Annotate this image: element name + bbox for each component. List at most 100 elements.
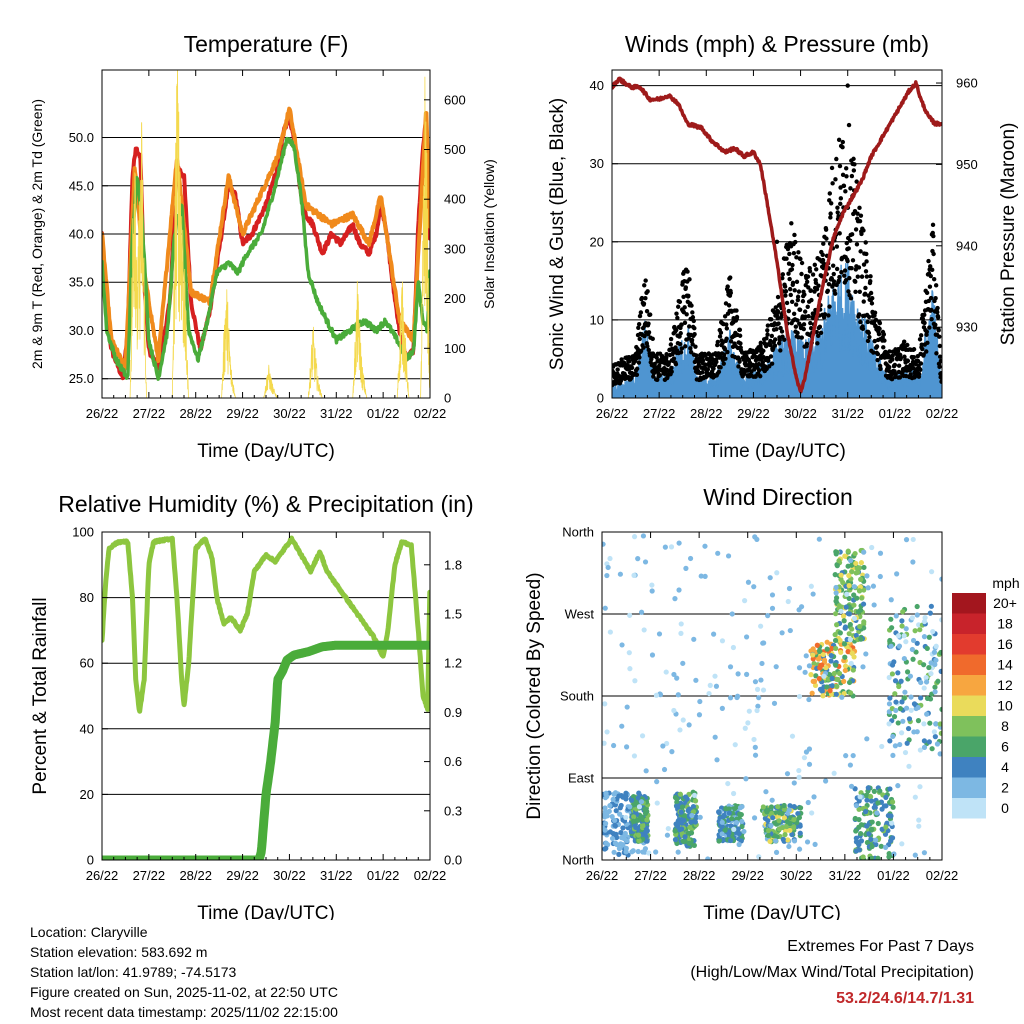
- direction-point: [756, 854, 762, 860]
- gust-point: [887, 349, 892, 354]
- gust-point: [651, 374, 656, 379]
- direction-point: [886, 850, 892, 857]
- direction-point: [678, 621, 684, 627]
- gust-point: [829, 165, 835, 171]
- direction-point: [902, 689, 908, 695]
- gust-point: [836, 278, 842, 283]
- direction-point: [909, 615, 915, 621]
- gust-point: [783, 289, 789, 294]
- gust-point: [841, 183, 847, 189]
- direction-point: [730, 644, 737, 651]
- direction-point: [882, 844, 889, 850]
- gust-point: [775, 316, 780, 321]
- direction-point: [640, 533, 647, 539]
- direction-point: [617, 571, 623, 577]
- gust-point: [776, 309, 781, 315]
- direction-point: [927, 610, 933, 616]
- x-tick-label: 30/22: [273, 868, 306, 883]
- gust-point: [875, 351, 881, 357]
- direction-point: [910, 559, 916, 565]
- gust-point: [866, 314, 872, 320]
- direction-point: [836, 670, 843, 677]
- direction-point: [602, 541, 606, 547]
- direction-point: [889, 625, 895, 631]
- direction-point: [617, 811, 623, 817]
- gust-point: [834, 244, 840, 249]
- direction-point: [607, 629, 613, 635]
- direction-point: [847, 762, 853, 768]
- direction-point: [841, 641, 848, 647]
- x-axis-label: Time (Day/UTC): [708, 441, 846, 462]
- gust-point: [905, 358, 911, 364]
- direction-point: [758, 623, 764, 629]
- gust-point: [634, 372, 640, 377]
- direction-point: [802, 669, 808, 675]
- direction-point: [609, 835, 616, 842]
- direction-point: [613, 831, 619, 837]
- y2-tick-label: 0: [444, 391, 451, 406]
- plot-area: [612, 76, 942, 398]
- direction-point: [692, 798, 699, 804]
- direction-point: [612, 822, 618, 828]
- direction-point: [892, 743, 898, 749]
- gust-point: [703, 353, 708, 358]
- direction-point: [824, 646, 830, 652]
- gust-point: [692, 332, 697, 337]
- x-tick-label: 28/22: [179, 868, 212, 883]
- gust-point: [671, 356, 677, 361]
- gust-point: [877, 326, 882, 332]
- direction-point: [678, 630, 684, 636]
- gust-point: [844, 166, 849, 171]
- gust-point: [859, 231, 864, 237]
- direction-point: [785, 598, 791, 605]
- y-axis-label: 2m & 9m T (Red, Orange) & 2m Td (Green): [29, 99, 45, 369]
- direction-point: [768, 822, 774, 829]
- x-tick-label: 01/22: [367, 868, 400, 883]
- direction-point: [727, 695, 734, 701]
- direction-point: [705, 856, 711, 860]
- direction-point: [626, 650, 632, 656]
- direction-point: [627, 666, 633, 672]
- gust-point: [872, 338, 877, 344]
- direction-point: [769, 592, 776, 598]
- gust-point: [857, 312, 862, 317]
- direction-point: [864, 736, 870, 742]
- gust-point: [682, 320, 688, 326]
- gust-point: [789, 221, 794, 226]
- direction-point: [891, 659, 897, 665]
- direction-point: [821, 657, 828, 663]
- gust-point: [864, 274, 870, 279]
- gust-point: [722, 314, 728, 319]
- gust-point: [726, 303, 732, 308]
- gust-point: [882, 338, 887, 343]
- gust-point: [761, 348, 766, 354]
- direction-point: [891, 851, 897, 857]
- direction-point: [811, 794, 817, 800]
- direction-point: [824, 639, 830, 645]
- direction-point: [732, 742, 738, 748]
- gust-point: [937, 334, 942, 339]
- direction-point: [743, 634, 750, 640]
- direction-point: [857, 794, 863, 800]
- direction-point: [603, 840, 609, 846]
- gust-point: [859, 274, 865, 279]
- gust-point: [814, 329, 819, 335]
- gust-point: [787, 251, 792, 257]
- gust-point: [678, 331, 683, 336]
- gust-point: [855, 274, 861, 279]
- direction-point: [917, 784, 923, 790]
- direction-point: [831, 670, 837, 677]
- legend-swatch: [952, 695, 986, 716]
- gust-point: [799, 271, 804, 277]
- gust-point: [806, 285, 811, 290]
- direction-point: [914, 640, 920, 646]
- direction-point: [760, 687, 767, 693]
- gust-point: [831, 271, 836, 277]
- direction-point: [893, 613, 899, 619]
- direction-point: [796, 693, 803, 700]
- legend-label: 14: [997, 657, 1013, 673]
- gust-point: [643, 295, 648, 301]
- direction-point: [731, 826, 737, 832]
- gust-point: [892, 362, 898, 368]
- direction-point: [742, 725, 748, 731]
